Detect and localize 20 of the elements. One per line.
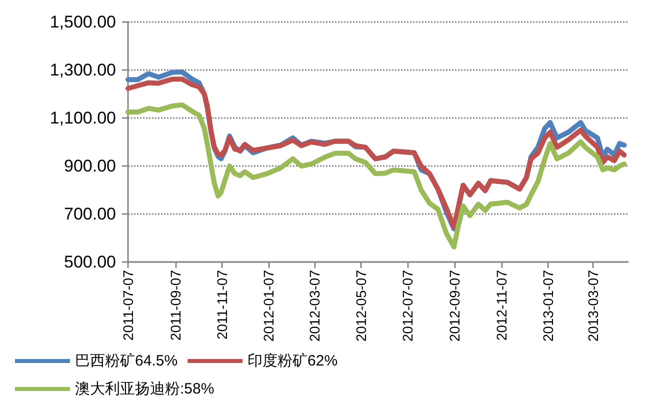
x-tick-label: 2012-03-07 [306, 270, 322, 342]
y-tick-label: 1,300.00 [50, 60, 116, 80]
y-tick-label: 1,500.00 [50, 12, 116, 32]
x-tick-label: 2011-07-07 [120, 270, 136, 341]
x-tick-label: 2012-07-07 [399, 270, 416, 342]
x-tick-label: 2012-11-07 [493, 270, 510, 341]
y-tick-label: 700.00 [64, 204, 116, 224]
x-tick-label: 2012-01-07 [260, 270, 276, 342]
y-tick-label: 900.00 [64, 156, 116, 176]
x-tick-label: 2013-03-07 [584, 270, 601, 342]
x-tick-label: 2011-09-07 [167, 270, 184, 341]
x-tick-label: 2012-09-07 [446, 270, 463, 342]
legend-label: 印度粉矿62% [248, 352, 338, 370]
x-tick-label: 2013-01-07 [540, 270, 556, 342]
legend-label: 澳大利亚扬迪粉:58% [75, 380, 214, 398]
legend-label: 巴西粉矿64.5% [75, 352, 178, 370]
y-tick-label: 1,100.00 [50, 108, 116, 128]
x-tick-label: 2012-05-07 [352, 270, 369, 342]
y-tick-label: 500.00 [64, 252, 116, 272]
x-tick-label: 2011-11-07 [214, 270, 230, 340]
